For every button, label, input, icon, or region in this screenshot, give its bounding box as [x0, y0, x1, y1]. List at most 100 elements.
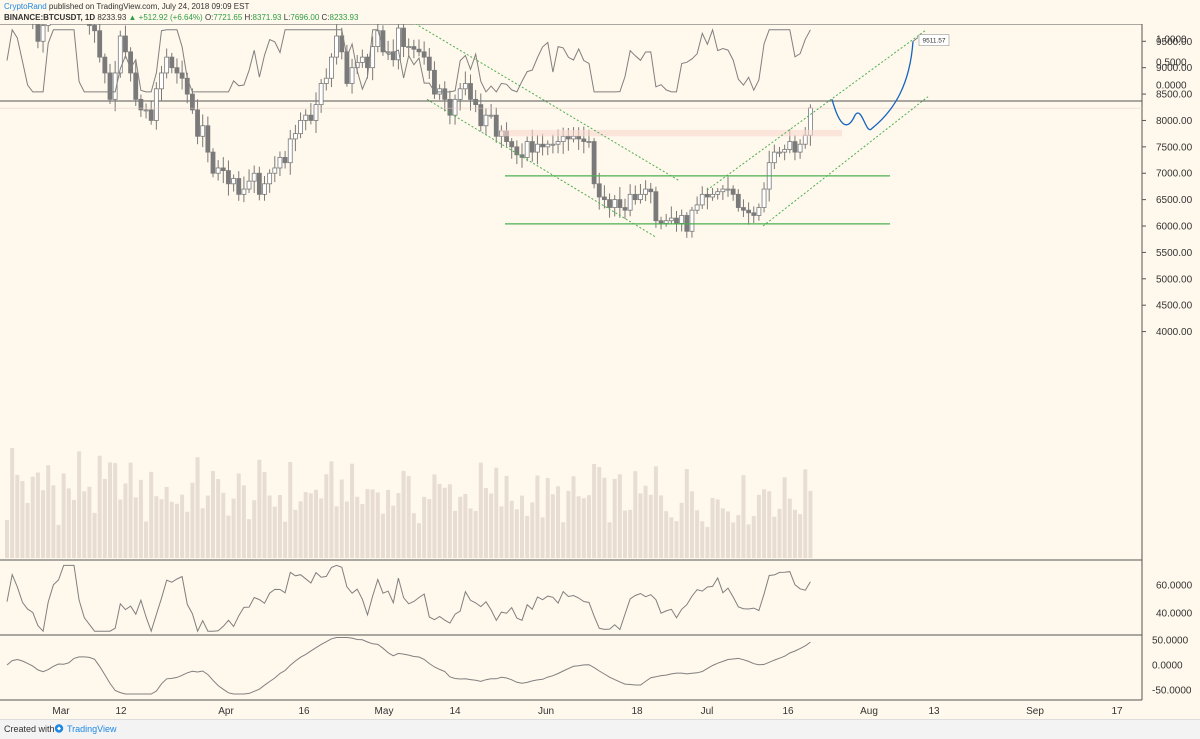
volume-bar	[731, 522, 736, 558]
volume-bar	[386, 489, 391, 558]
candle-down	[442, 88, 448, 100]
candle-up	[586, 141, 592, 143]
volume-bar	[695, 510, 700, 558]
high-label: H:	[244, 13, 253, 22]
volume-bar	[144, 521, 149, 558]
candle-down	[617, 199, 623, 208]
volume-bar	[447, 484, 452, 558]
volume-bar	[798, 514, 803, 558]
tradingview-logo-icon[interactable]	[54, 724, 64, 734]
price-tick-label: 7500.00	[1156, 142, 1193, 153]
volume-bar	[576, 496, 581, 558]
volume-bar	[664, 511, 669, 558]
upper-pane-tick-label: 0.5000	[1156, 58, 1187, 69]
volume-bar	[211, 470, 215, 558]
forecast-label: 9511.57	[922, 38, 945, 45]
candle-up	[112, 72, 118, 100]
price-tick-label: 4000.00	[1156, 327, 1193, 338]
candle-down	[256, 172, 262, 195]
candle-up	[488, 114, 494, 117]
volume-bar	[720, 508, 725, 558]
volume-bar	[262, 472, 267, 558]
volume-bar	[257, 459, 262, 558]
volume-bar	[597, 467, 602, 558]
candle-down	[447, 98, 453, 116]
candle-down	[97, 30, 103, 58]
volume-bar	[602, 477, 607, 558]
time-tick-label: 14	[449, 706, 461, 717]
volume-bar	[571, 476, 576, 558]
candle-down	[195, 109, 200, 137]
candle-down	[576, 135, 582, 140]
volume-bar	[133, 497, 138, 558]
candle-up	[349, 67, 355, 84]
author-link[interactable]: CryptoRand	[4, 2, 47, 11]
candle-down	[632, 193, 638, 201]
volume-bar	[736, 515, 741, 558]
candle-up	[457, 88, 463, 100]
candle-up	[292, 133, 298, 140]
candle-up	[272, 167, 278, 174]
candle-down	[184, 77, 190, 95]
volume-bar	[252, 500, 257, 558]
volume-bar	[247, 519, 252, 558]
volume-bar	[792, 509, 797, 558]
candle-up	[545, 143, 551, 148]
candle-up	[777, 151, 782, 154]
volume-bar	[710, 497, 715, 558]
volume-bar	[756, 494, 761, 558]
volume-bar	[437, 483, 442, 558]
volume-bar	[679, 502, 684, 558]
upper-pane-tick-label: 0.0000	[1156, 81, 1187, 92]
volume-bar	[360, 504, 365, 558]
candle-down	[148, 109, 154, 121]
volume-bar	[432, 474, 437, 558]
candle-up	[715, 191, 721, 195]
time-tick-label: Jun	[538, 706, 554, 717]
candle-down	[421, 51, 427, 58]
candle-down	[519, 154, 525, 158]
volume-bar	[772, 516, 777, 558]
volume-bar	[92, 512, 97, 558]
open-label: O:	[204, 13, 214, 22]
volume-bar	[226, 515, 231, 558]
volume-bar	[499, 506, 504, 558]
volume-bar	[339, 479, 344, 558]
tradingview-logo-text[interactable]: TradingView	[67, 724, 117, 734]
candle-up	[725, 188, 731, 191]
volume-bar	[154, 496, 159, 558]
candle-down	[705, 193, 710, 198]
candle-down	[529, 141, 535, 153]
volume-bar	[205, 495, 210, 558]
volume-bar	[123, 483, 128, 558]
candle-up	[40, 25, 46, 42]
price-tick-label: 8000.00	[1156, 116, 1193, 127]
time-tick-label: Aug	[860, 706, 878, 717]
candle-up	[267, 172, 273, 185]
publication-line: CryptoRand published on TradingView.com,…	[4, 1, 249, 12]
candle-up	[200, 125, 206, 137]
volume-bar	[267, 495, 272, 558]
price-tick-label: 6000.00	[1156, 222, 1193, 233]
volume-bar	[190, 482, 195, 558]
price-tick-label: 4500.00	[1156, 301, 1193, 312]
candle-down	[658, 220, 664, 224]
symbol-label[interactable]: BINANCE:BTCUSDT, 1D	[4, 13, 96, 22]
indicator-lines	[6, 28, 811, 695]
volume-bar	[751, 516, 756, 558]
price-tick-label: 8500.00	[1156, 90, 1193, 101]
candle-up	[395, 27, 401, 61]
volume-bar	[633, 471, 638, 558]
volume-bar	[401, 470, 406, 558]
volume-bar	[787, 498, 792, 558]
volume-bar	[180, 494, 185, 558]
publication-info: published on TradingView.com, July 24, 2…	[48, 2, 250, 11]
volume-bar	[803, 469, 808, 558]
candle-down	[581, 138, 587, 142]
forecast-label-box	[918, 34, 950, 46]
time-tick-label: Mar	[52, 706, 70, 717]
volume-bar	[525, 515, 530, 558]
volume-bar	[15, 474, 20, 558]
candle-up	[334, 35, 340, 58]
